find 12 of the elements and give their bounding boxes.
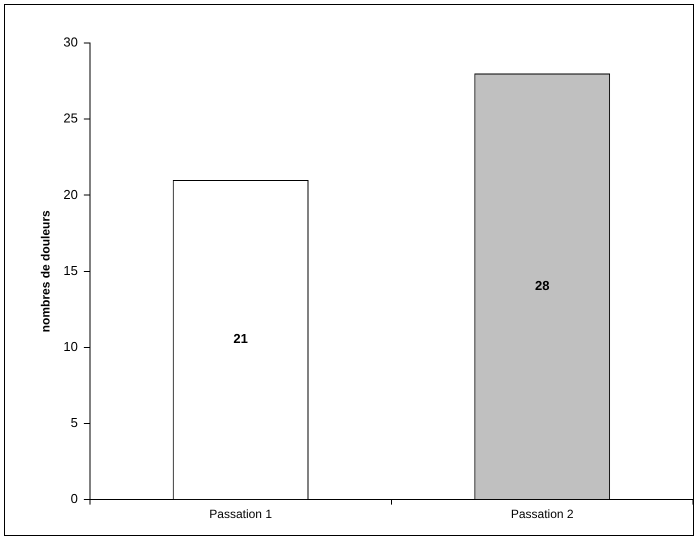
y-tick-label: 5 — [70, 415, 78, 430]
x-tick-label: Passation 2 — [510, 507, 574, 522]
y-axis-title: nombres de douleurs — [38, 210, 53, 332]
y-tick-label: 30 — [63, 34, 78, 50]
y-tick-label: 20 — [63, 186, 78, 202]
y-tick-label: 10 — [63, 338, 78, 354]
y-tick-label: 15 — [63, 262, 78, 278]
data-label: 21 — [233, 331, 248, 346]
y-tick-label: 25 — [63, 110, 78, 126]
x-tick-label: Passation 1 — [209, 507, 272, 522]
y-tick-label: 0 — [70, 491, 78, 506]
data-label: 28 — [534, 278, 550, 293]
